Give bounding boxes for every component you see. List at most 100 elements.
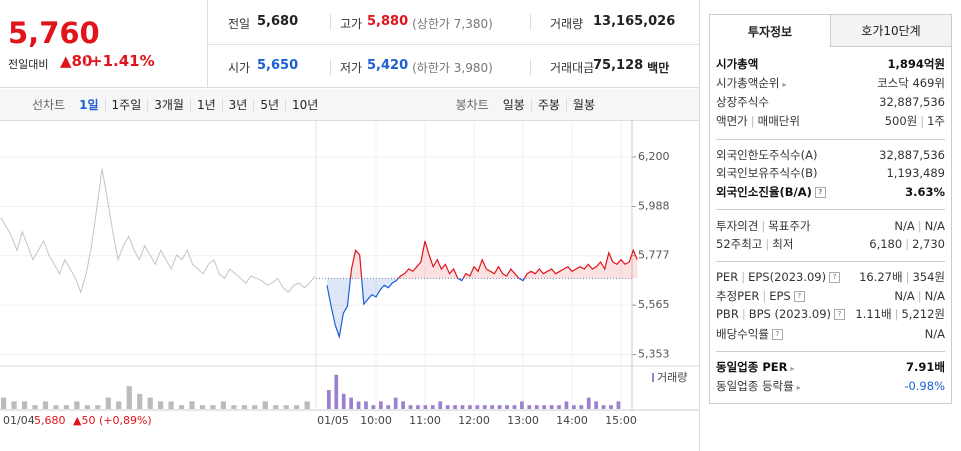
info-label: 52주최고 | 최저 (716, 236, 793, 252)
separator: | (741, 307, 746, 321)
tab[interactable]: 일봉 (502, 97, 525, 112)
volume-bar (616, 401, 621, 409)
label-text: BPS (2023.09) (748, 307, 832, 321)
tab[interactable]: 10년 (285, 98, 324, 111)
label-text: 상장주식수 (716, 95, 769, 109)
info-tabs: 투자정보 호가10단계 (710, 15, 951, 47)
volume-bar (11, 401, 17, 409)
stat-value: 5,680 (257, 14, 299, 29)
stat-extra: 백만 (647, 61, 670, 75)
separator: | (765, 237, 770, 251)
line (0, 168, 316, 294)
change-rate: +1.41% (90, 52, 155, 70)
info-row: 투자의견 | 목표주가 N/A | N/A (716, 217, 945, 235)
info-value: 1,193,489 (886, 166, 945, 180)
tab-group-label: 선차트 (32, 98, 66, 112)
help-icon: ? (834, 309, 846, 320)
volume-bar (408, 405, 413, 409)
separator: | (750, 114, 755, 128)
info-value: -0.98% (904, 379, 945, 393)
value-text: 3.63% (905, 185, 945, 199)
value-text: 1주 (927, 114, 945, 128)
separator: | (762, 289, 767, 303)
info-label: 배당수익률? (716, 326, 783, 342)
prev-date: 01/04 (3, 414, 35, 427)
label-text: EPS(2023.09) (748, 270, 827, 284)
volume-bar (21, 401, 28, 409)
label-text: 52주최고 (716, 237, 763, 251)
info-row: 배당수익률? N/A (716, 325, 945, 343)
info-value: 32,887,536 (879, 148, 945, 162)
y-tick-label: 5,565 (638, 298, 670, 311)
volume-bar (334, 374, 339, 409)
prev-change: ▲50 (+0,89%) (73, 414, 152, 427)
tab[interactable]: 1일 (79, 97, 99, 112)
volume-bar (178, 405, 185, 409)
chart: 6,200 5,988 5,777 5,565 5,353 01/05 10:00 11:00… (0, 121, 699, 427)
tab-group: 일봉 주봉 월봉 (497, 97, 699, 112)
tab[interactable]: 호가10단계 (830, 15, 951, 47)
info-row: 동일업종 PER ▸ 7.91배 (716, 358, 945, 376)
info-row: 외국인보유주식수(B) 1,193,489 (716, 164, 945, 182)
volume-bar (283, 405, 289, 409)
tab[interactable]: 3개월 (147, 98, 190, 111)
chart-tabs: 선차트 1일 1주일 3개월 1년 3년 5년 10년 봉차트 일봉 주봉 월봉 (0, 89, 699, 121)
tab[interactable]: 1년 (189, 98, 222, 111)
value-text: N/A (924, 327, 945, 341)
tab[interactable]: 투자정보 (710, 15, 830, 47)
volume-bar (262, 401, 268, 409)
chart-panel: 5,760 전일대비 ▲80 | +1.41% 전일 5,680 고가 5,880 (상… (0, 0, 700, 451)
plot-bg (0, 121, 699, 411)
volume-bar (601, 405, 606, 409)
arrow-icon: ▸ (790, 364, 795, 373)
stat-value: 5,880 (367, 14, 409, 29)
volume-bar (42, 401, 49, 409)
info-row: 액면가 | 매매단위 500원 | 1주 (716, 112, 945, 130)
x-tick-label: 10:00 (360, 414, 392, 427)
tab[interactable]: 3년 (221, 98, 254, 111)
volume-bar (438, 401, 443, 409)
info-panel: 투자정보 호가10단계 시가총액 1,894억원 시가총액순위 ▸ 코스닥 469위 상장… (709, 14, 952, 404)
label-text: 매매단위 (757, 114, 800, 128)
stat-value: 5,420 (367, 58, 409, 73)
volume-bar (416, 405, 420, 409)
value-text: 32,887,536 (879, 148, 945, 162)
stat-label: 저가 (340, 61, 363, 75)
tab[interactable]: 5년 (253, 98, 285, 111)
volume-bar (490, 405, 495, 409)
label-text: 동일업종 PER (716, 360, 788, 374)
label-text: PBR (716, 307, 739, 321)
col-divider (330, 59, 331, 75)
volume-bar (542, 405, 547, 409)
volume-bar (241, 405, 247, 409)
volume-bar (505, 405, 509, 409)
tab[interactable]: 1주일 (104, 98, 148, 111)
info-value: 1.11배 | 5,212원 (855, 306, 945, 322)
separator: | (920, 114, 925, 128)
volume-bar (564, 401, 569, 409)
area-above (327, 241, 638, 279)
section-divider (716, 351, 945, 352)
stat-label: 전일 (228, 17, 251, 31)
volume-bar (137, 393, 143, 409)
stat-extra: (상한가 7,380) (412, 17, 493, 31)
volume-bar (497, 405, 502, 409)
label-text: 시가총액 (716, 57, 759, 71)
volume-bar (199, 405, 206, 409)
volume-bar (304, 401, 310, 409)
info-label: 추정PER | EPS? (716, 288, 805, 304)
info-value: 코스닥 469위 (877, 75, 945, 91)
label-text: 동일업종 등락률 (716, 379, 794, 393)
tab[interactable]: 월봉 (565, 98, 601, 111)
legend-label: 거래량 (657, 371, 687, 384)
volume-bar (147, 397, 153, 409)
help-icon: ? (829, 272, 841, 283)
volume-bar (53, 405, 59, 409)
volume-bar (460, 405, 465, 409)
tab[interactable]: 주봉 (530, 98, 566, 111)
info-row: 동일업종 등락률 ▸ -0.98% (716, 377, 945, 395)
label-text: 외국인보유주식수(B) (716, 166, 818, 180)
line-above (349, 240, 638, 279)
x-tick-label: 01/05 (317, 414, 349, 427)
info-label: PBR | BPS (2023.09)? (716, 307, 846, 321)
